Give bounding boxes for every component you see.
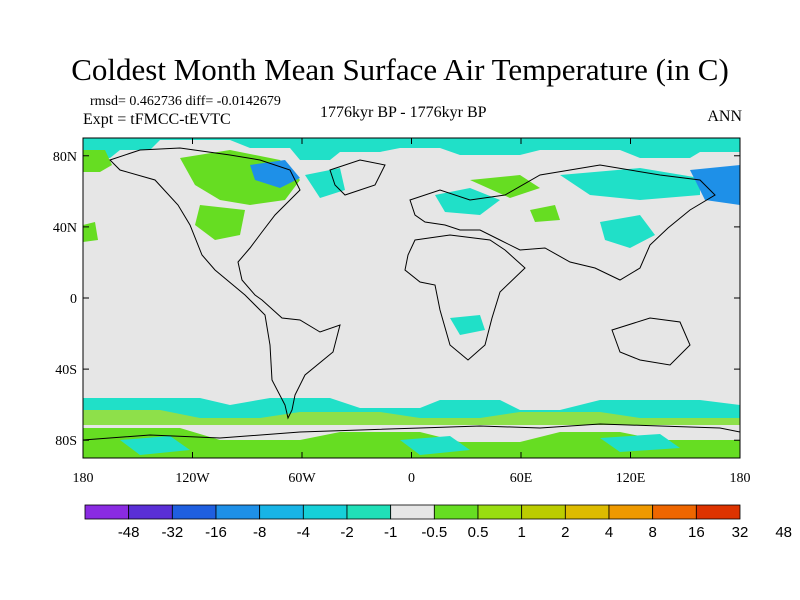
colorbar-swatch: [390, 504, 435, 520]
lon-tick-label: 180: [730, 471, 751, 486]
anomaly-fields: [83, 138, 740, 458]
colorbar-label: 8: [648, 524, 656, 541]
antarctica-cyan-region-3: [600, 434, 680, 452]
colorbar-label: 2: [561, 524, 569, 541]
colorbar-swatch: [521, 504, 566, 520]
map-panel: [83, 138, 740, 458]
siberia-green-region: [470, 175, 540, 198]
season-label: ANN: [707, 108, 742, 125]
period-label: 1776kyr BP - 1776kyr BP: [320, 104, 487, 121]
lat-tick-label: 40S: [55, 363, 77, 378]
colorbar-swatch: [128, 504, 173, 520]
eurasia-coast: [409, 164, 716, 281]
coastlines: [83, 147, 740, 441]
greenland-cyan-region: [305, 168, 345, 198]
colorbar-swatch: [608, 504, 654, 520]
colorbar-swatch: [652, 504, 697, 520]
rmsd-diff-stats: rmsd= 0.462736 diff= -0.0142679: [90, 94, 281, 109]
greenland-coast: [329, 159, 386, 196]
east-asia-blue-region: [690, 165, 740, 205]
colorbar-label: -8: [253, 524, 266, 541]
lon-tick-label: 120W: [175, 471, 210, 486]
colorbar-label: 1: [517, 524, 525, 541]
colorbar-swatch: [302, 504, 348, 520]
colorbar-label: 16: [688, 524, 705, 541]
colorbar-label: 0.5: [468, 524, 489, 541]
colorbar-swatch: [433, 504, 479, 520]
latitude-axis: 80N 40N 0 40S 80S: [53, 150, 740, 449]
antarctica-cyan-region-1: [120, 436, 190, 455]
colorbar-label: -16: [205, 524, 227, 541]
colorbar-label: -4: [297, 524, 310, 541]
lat-tick-label: 0: [70, 292, 77, 307]
africa-cyan-region: [450, 315, 485, 335]
lon-tick-label: 180: [73, 471, 94, 486]
africa-coast: [404, 234, 526, 361]
americas-coast: [109, 147, 341, 420]
colorbar-label: -1: [384, 524, 397, 541]
colorbar-label: -32: [161, 524, 183, 541]
antarctica-cyan-region-2: [400, 436, 470, 455]
central-asia-green-region: [530, 205, 560, 222]
lat-tick-label: 40N: [53, 221, 77, 236]
colorbar-swatch: [346, 504, 392, 520]
lat-tick-label: 80S: [55, 434, 77, 449]
alaska-green-region: [83, 150, 112, 172]
colorbar-label: 4: [605, 524, 613, 541]
arctic-cyan-region: [83, 138, 740, 160]
colorbar-label: -48: [118, 524, 140, 541]
colorbar-swatch: [695, 504, 741, 520]
colorbar-swatch: [259, 504, 304, 520]
europe-cyan-region: [435, 188, 500, 215]
lon-tick-label: 120E: [616, 471, 646, 486]
colorbar-swatch: [171, 504, 217, 520]
us-green-region: [195, 205, 245, 240]
antarctica-coast: [83, 423, 740, 441]
experiment-label: Expt = tFMCC-tEVTC: [83, 111, 231, 128]
lon-tick-label: 0: [408, 471, 415, 486]
southern-ocean-green-band: [83, 410, 740, 425]
colorbar: -48 -32 -16 -8 -4 -2 -1 -0.5 0.5 1 2 4 8 16 32 48: [84, 504, 792, 541]
colorbar-label: 48: [775, 524, 792, 541]
lon-tick-label: 60W: [288, 471, 316, 486]
colorbar-swatch: [215, 504, 261, 520]
colorbar-swatch: [564, 504, 610, 520]
australia-coast: [611, 317, 691, 366]
lon-tick-label: 60E: [510, 471, 533, 486]
colorbar-label: 32: [732, 524, 749, 541]
map-title: Coldest Month Mean Surface Air Temperatu…: [71, 52, 729, 87]
colorbar-swatch: [84, 504, 130, 520]
colorbar-label: -2: [340, 524, 353, 541]
china-cyan-region: [600, 215, 655, 248]
longitude-axis: 180 120W 60W 0 60E 120E 180: [73, 138, 751, 486]
colorbar-swatch: [477, 504, 523, 520]
colorbar-label: -0.5: [421, 524, 447, 541]
hudson-blue-region: [250, 160, 300, 188]
lat-tick-label: 80N: [53, 150, 77, 165]
